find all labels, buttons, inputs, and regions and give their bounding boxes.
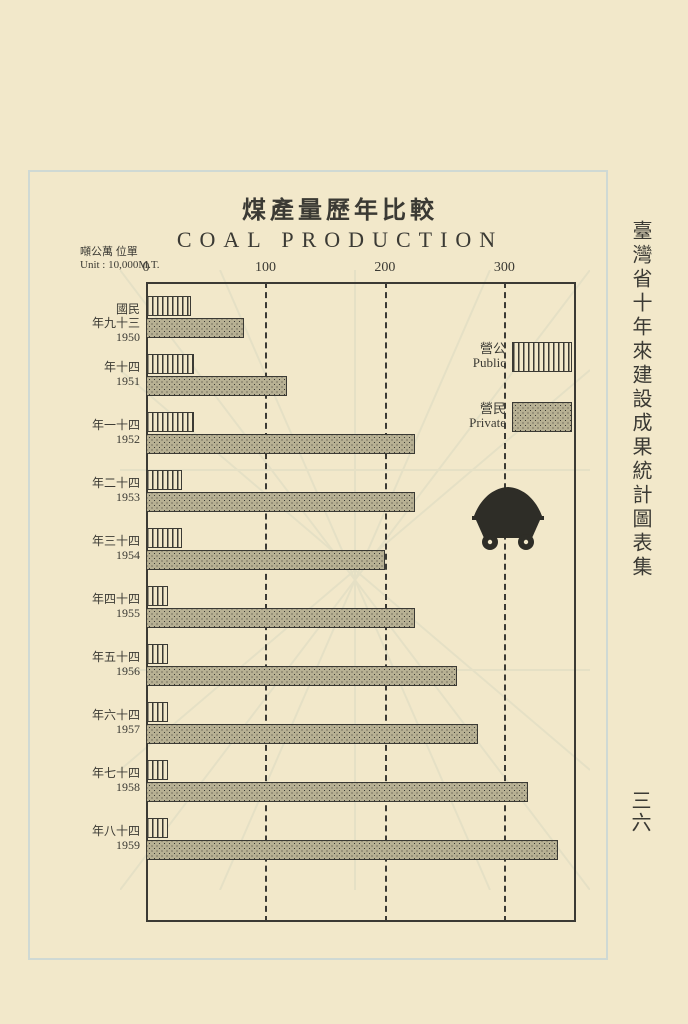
bar-private <box>146 492 415 512</box>
row-label-block: 年七十四1958 <box>80 760 146 810</box>
chart: 煤產量歷年比較 COAL PRODUCTION 噸公萬 位單 Unit : 10… <box>80 190 600 930</box>
bar-private <box>146 376 287 396</box>
chart-title-cn: 煤產量歷年比較 <box>80 190 600 225</box>
bar-private <box>146 840 558 860</box>
row-label: 年六十四1957 <box>92 708 140 736</box>
row-label-block: 年一十四1952 <box>80 412 146 462</box>
bar-public <box>146 412 194 432</box>
side-title: 臺灣省十年來建設成果統計圖表集 <box>630 220 654 580</box>
bar-private <box>146 318 244 338</box>
row-label-block: 年十四1951 <box>80 354 146 404</box>
row-label-block: 國民年九十三1950 <box>80 296 146 346</box>
bar-public <box>146 760 168 780</box>
x-tick-label: 300 <box>494 260 515 276</box>
bar-private <box>146 434 415 454</box>
row-label-block: 年八十四1959 <box>80 818 146 868</box>
row-label: 國民年九十三1950 <box>92 302 140 344</box>
bar-public <box>146 470 182 490</box>
bar-private <box>146 550 385 570</box>
row-label-block: 年四十四1955 <box>80 586 146 636</box>
row-label: 年一十四1952 <box>92 418 140 446</box>
bar-private <box>146 782 528 802</box>
bar-public <box>146 296 191 316</box>
bar-public <box>146 586 168 606</box>
page-root: 臺灣省十年來建設成果統計圖表集 三六 煤產量歷年比較 COAL PRODUCTI… <box>0 0 688 1024</box>
row-label-block: 年五十四1956 <box>80 644 146 694</box>
row-label: 年八十四1959 <box>92 824 140 852</box>
row-label-block: 年二十四1953 <box>80 470 146 520</box>
row-label: 年十四1951 <box>104 360 140 388</box>
coal-cart-icon <box>466 482 551 552</box>
plot-area: 0100200300國民年九十三1950年十四1951年一十四1952年二十四1… <box>146 282 576 922</box>
unit-cn: 噸公萬 位單 <box>80 246 160 259</box>
row-label-block: 年三十四1954 <box>80 528 146 578</box>
row-label-block: 年六十四1957 <box>80 702 146 752</box>
row-label: 年四十四1955 <box>92 592 140 620</box>
row-label: 年三十四1954 <box>92 534 140 562</box>
row-label: 年二十四1953 <box>92 476 140 504</box>
bar-public <box>146 528 182 548</box>
bar-public <box>146 354 194 374</box>
x-tick-label: 200 <box>374 260 395 276</box>
grid-line <box>504 282 506 922</box>
bar-public <box>146 702 168 722</box>
page-number: 三六 <box>630 790 654 834</box>
bar-private <box>146 724 478 744</box>
row-label: 年五十四1956 <box>92 650 140 678</box>
bar-public <box>146 644 168 664</box>
bar-public <box>146 818 168 838</box>
x-tick-label: 100 <box>255 260 276 276</box>
row-label: 年七十四1958 <box>92 766 140 794</box>
bar-private <box>146 608 415 628</box>
x-tick-label: 0 <box>143 260 150 276</box>
grid-line <box>385 282 387 922</box>
bar-private <box>146 666 457 686</box>
